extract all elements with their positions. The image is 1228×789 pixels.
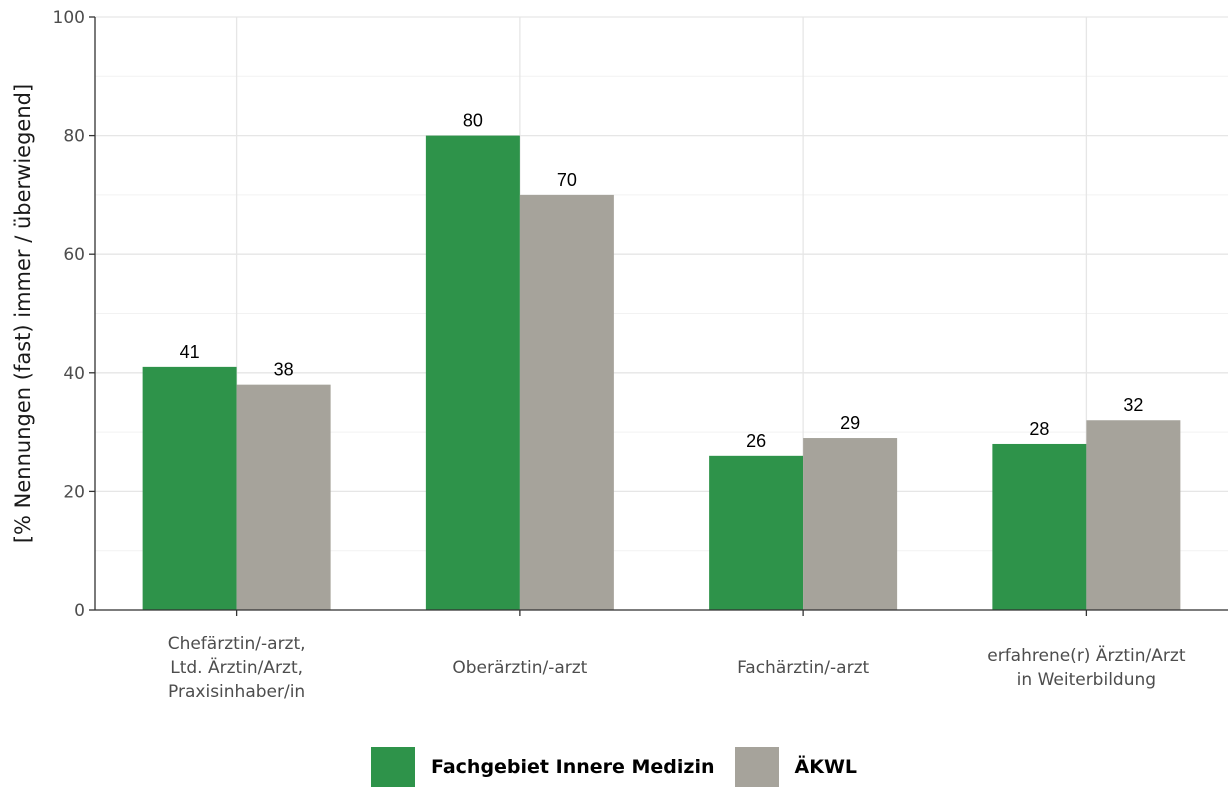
legend-item-innere-medizin: Fachgebiet Innere Medizin xyxy=(370,747,715,787)
x-tick-label-line: in Weiterbildung xyxy=(1017,670,1156,690)
x-tick-label-line: erfahrene(r) Ärztin/Arzt xyxy=(987,645,1186,666)
legend-label-innere-medizin: Fachgebiet Innere Medizin xyxy=(430,756,715,778)
data-label-series-2-cat-3: 29 xyxy=(840,413,860,433)
bar-series-1-cat-4 xyxy=(992,443,1087,610)
bar-series-1-cat-1 xyxy=(142,366,237,610)
data-label-series-1-cat-1: 41 xyxy=(180,342,200,362)
y-axis-title: [% Nennungen (fast) immer / überwiegend] xyxy=(11,84,35,543)
bar-series-2-cat-2 xyxy=(519,194,614,610)
data-label-series-1-cat-3: 26 xyxy=(746,431,766,451)
x-tick-label: Oberärztin/-arzt xyxy=(452,658,587,678)
bar-series-1-cat-3 xyxy=(709,455,804,610)
bar-series-2-cat-4 xyxy=(1086,420,1181,610)
y-tick-label: 0 xyxy=(74,601,85,621)
y-tick-label: 60 xyxy=(63,245,85,265)
bar-series-2-cat-3 xyxy=(803,438,898,610)
y-tick-label: 100 xyxy=(53,8,85,28)
legend: Fachgebiet Innere Medizin ÄKWL xyxy=(0,747,1228,787)
x-tick-label-line: Fachärztin/-arzt xyxy=(737,658,869,678)
bar-series-1-cat-2 xyxy=(425,135,520,610)
x-tick-label: Fachärztin/-arzt xyxy=(737,658,869,678)
legend-label-aekwl: ÄKWL xyxy=(794,756,858,778)
data-label-series-2-cat-1: 38 xyxy=(274,360,294,380)
x-tick-label-line: Oberärztin/-arzt xyxy=(452,658,587,678)
y-tick-label: 80 xyxy=(63,127,85,147)
bar-chart: 41 38 80 70 26 29 28 32 0 20 40 60 80 100 Chefärztin/-… xyxy=(11,8,1228,702)
y-tick-label: 20 xyxy=(63,482,85,502)
x-tick-label-line: Ltd. Ärztin/Arzt, xyxy=(170,657,303,678)
bar-series-2-cat-1 xyxy=(236,384,331,610)
data-label-series-2-cat-2: 70 xyxy=(557,170,577,190)
x-tick-label-line: Chefärztin/-arzt, xyxy=(168,634,306,654)
legend-item-aekwl: ÄKWL xyxy=(734,747,858,787)
data-label-series-2-cat-4: 32 xyxy=(1123,395,1143,415)
legend-swatch-aekwl xyxy=(734,747,779,787)
legend-swatch-innere-medizin xyxy=(370,747,415,787)
y-tick-label: 40 xyxy=(63,364,85,384)
data-label-series-1-cat-2: 80 xyxy=(463,111,483,131)
x-tick-label-line: Praxisinhaber/in xyxy=(168,682,305,702)
x-tick-label: Chefärztin/-arzt, Ltd. Ärztin/Arzt, Praxis… xyxy=(168,634,306,702)
x-tick-label: erfahrene(r) Ärztin/Arzt in Weiterbildung xyxy=(987,645,1186,690)
data-label-series-1-cat-4: 28 xyxy=(1029,419,1049,439)
